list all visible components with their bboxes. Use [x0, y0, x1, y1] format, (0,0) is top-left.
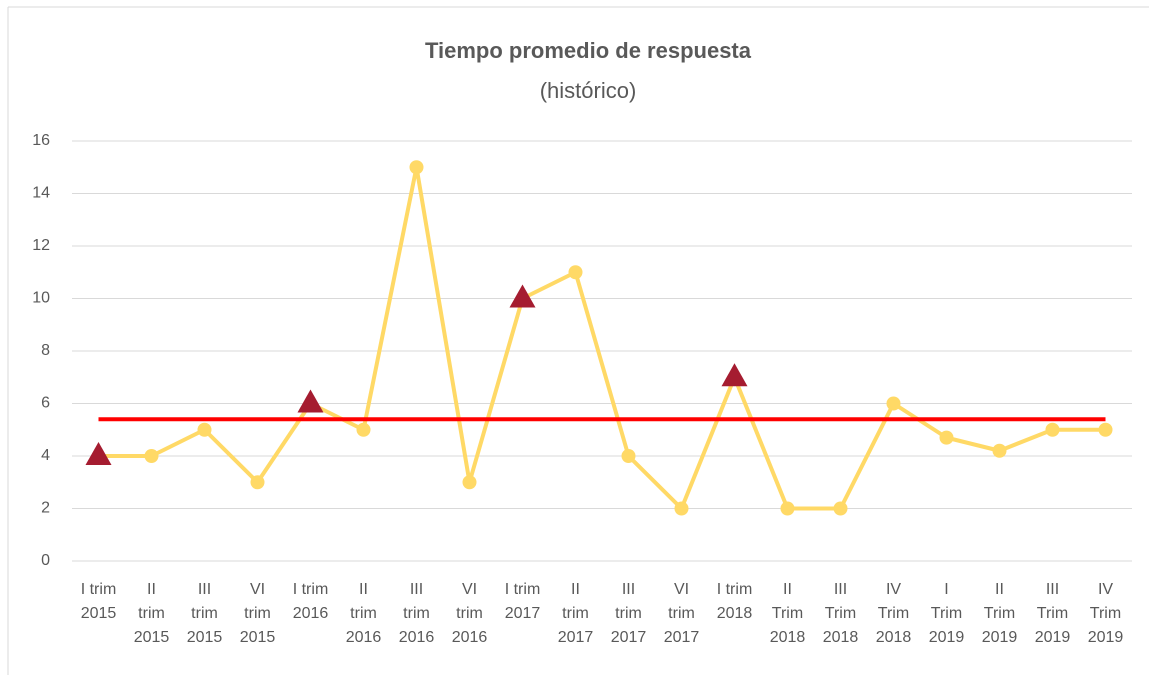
line	[98, 165, 1106, 511]
y-tick-label: 2	[41, 500, 50, 517]
marker	[250, 475, 265, 490]
x-tick-label: II Trim 2019	[981, 581, 1018, 646]
marker	[780, 501, 795, 516]
x-tick-label: III Trim 2019	[1034, 581, 1071, 646]
y-tick-label: 10	[32, 290, 50, 307]
x-tick-label: IV Trim 2018	[875, 581, 912, 646]
x-tick-label: II trim 2016	[345, 581, 382, 646]
y-tick-label: 14	[32, 185, 50, 202]
marker	[1098, 422, 1113, 437]
y-tick-label: 12	[32, 237, 50, 254]
marker	[568, 265, 583, 280]
chart-title: Tiempo promedio de respuesta	[425, 38, 752, 63]
x-tick-label: I trim 2016	[292, 581, 329, 622]
y-tick-label: 0	[41, 552, 50, 569]
marker	[621, 449, 636, 463]
marker	[939, 430, 954, 445]
x-tick-label: II trim 2015	[133, 581, 170, 646]
marker	[1045, 422, 1060, 437]
highlight-marker	[509, 284, 536, 308]
x-tick-label: VI trim 2016	[451, 581, 488, 646]
x-tick-label: VI trim 2015	[239, 581, 276, 646]
y-tick-label: 8	[41, 342, 50, 359]
chart-subtitle: (histórico)	[540, 78, 637, 103]
marker	[992, 443, 1007, 458]
highlight-marker	[297, 389, 324, 413]
marker	[674, 501, 689, 516]
x-tick-label: III trim 2016	[398, 581, 435, 646]
marker	[144, 449, 159, 463]
x-tick-label: IV Trim 2019	[1087, 581, 1124, 646]
marker	[197, 422, 212, 437]
y-tick-label: 16	[32, 132, 50, 149]
x-tick-label: I trim 2017	[504, 581, 541, 622]
y-tick-label: 4	[41, 447, 50, 464]
x-tick-label: III Trim 2018	[822, 581, 859, 646]
x-tick-label: I trim 2015	[80, 581, 117, 622]
x-tick-label: I Trim 2019	[928, 581, 965, 646]
marker	[462, 475, 477, 490]
x-tick-label: II Trim 2018	[769, 581, 806, 646]
x-tick-label: I trim 2018	[716, 581, 753, 622]
x-tick-label: VI trim 2017	[663, 581, 700, 646]
highlight-marker	[721, 363, 748, 387]
y-tick-label: 6	[41, 395, 50, 412]
marker	[356, 422, 371, 437]
marker	[833, 501, 848, 516]
x-tick-label: II trim 2017	[557, 581, 594, 646]
x-tick-label: III trim 2017	[610, 581, 647, 646]
marker	[886, 396, 901, 411]
marker	[409, 160, 424, 175]
highlight-marker	[85, 442, 112, 465]
x-tick-label: III trim 2015	[186, 581, 223, 646]
